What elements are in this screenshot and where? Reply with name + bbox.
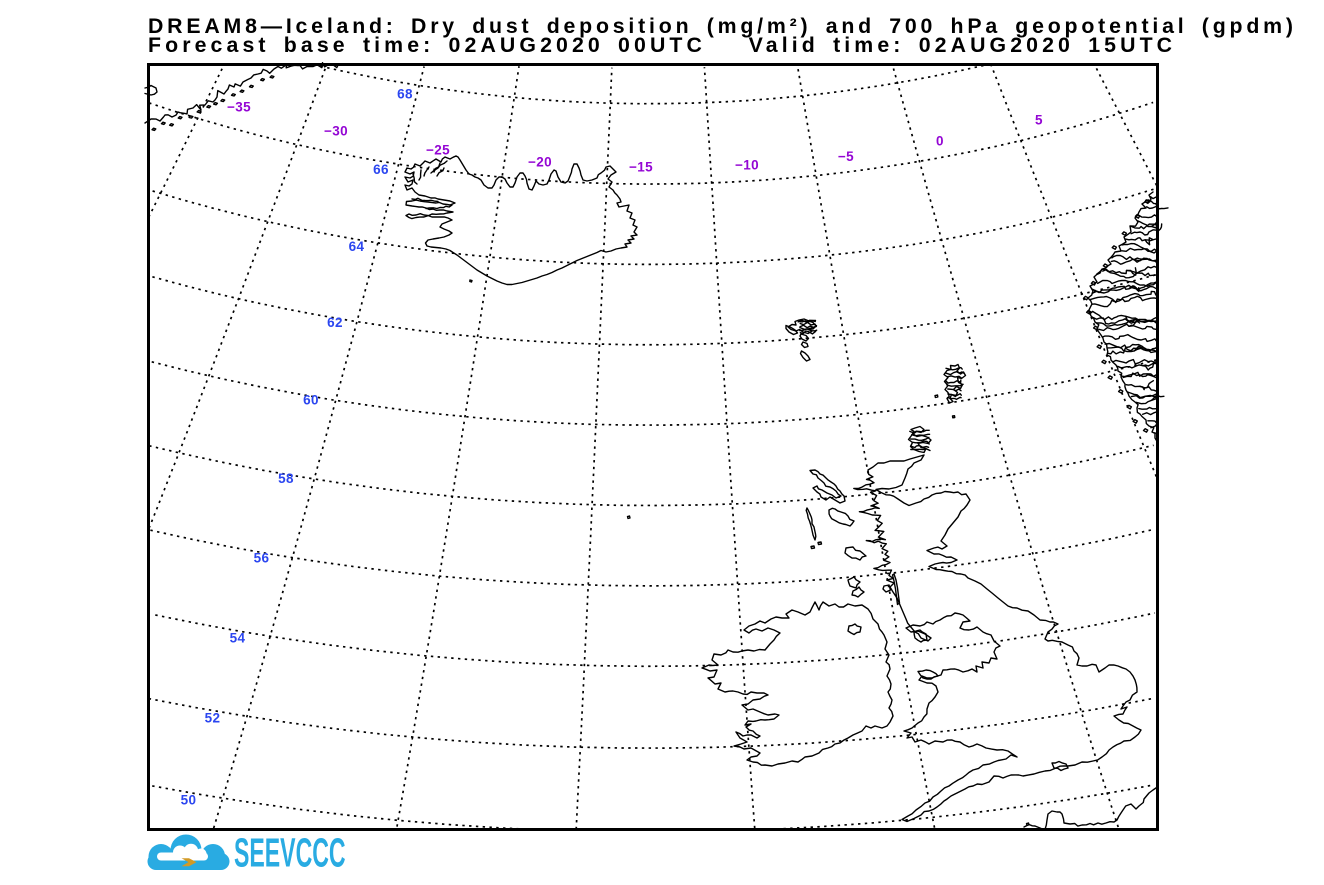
svg-text:−15: −15: [629, 160, 653, 175]
svg-text:0: 0: [936, 134, 944, 149]
svg-text:−20: −20: [528, 155, 552, 170]
svg-text:50: 50: [181, 793, 197, 808]
svg-text:64: 64: [349, 239, 365, 254]
svg-text:5: 5: [1035, 113, 1043, 128]
svg-text:52: 52: [205, 711, 221, 726]
svg-text:66: 66: [373, 162, 389, 177]
svg-text:62: 62: [327, 315, 343, 330]
svg-text:−10: −10: [735, 158, 759, 173]
svg-text:SEEVCCC: SEEVCCC: [234, 830, 346, 875]
svg-text:−30: −30: [324, 124, 348, 139]
svg-text:54: 54: [230, 631, 246, 646]
svg-text:60: 60: [303, 393, 319, 408]
svg-text:68: 68: [397, 87, 413, 102]
svg-text:−25: −25: [426, 143, 450, 158]
svg-text:56: 56: [254, 551, 270, 566]
svg-text:58: 58: [278, 471, 294, 486]
svg-text:−35: −35: [227, 100, 251, 115]
svg-text:−5: −5: [838, 149, 854, 164]
